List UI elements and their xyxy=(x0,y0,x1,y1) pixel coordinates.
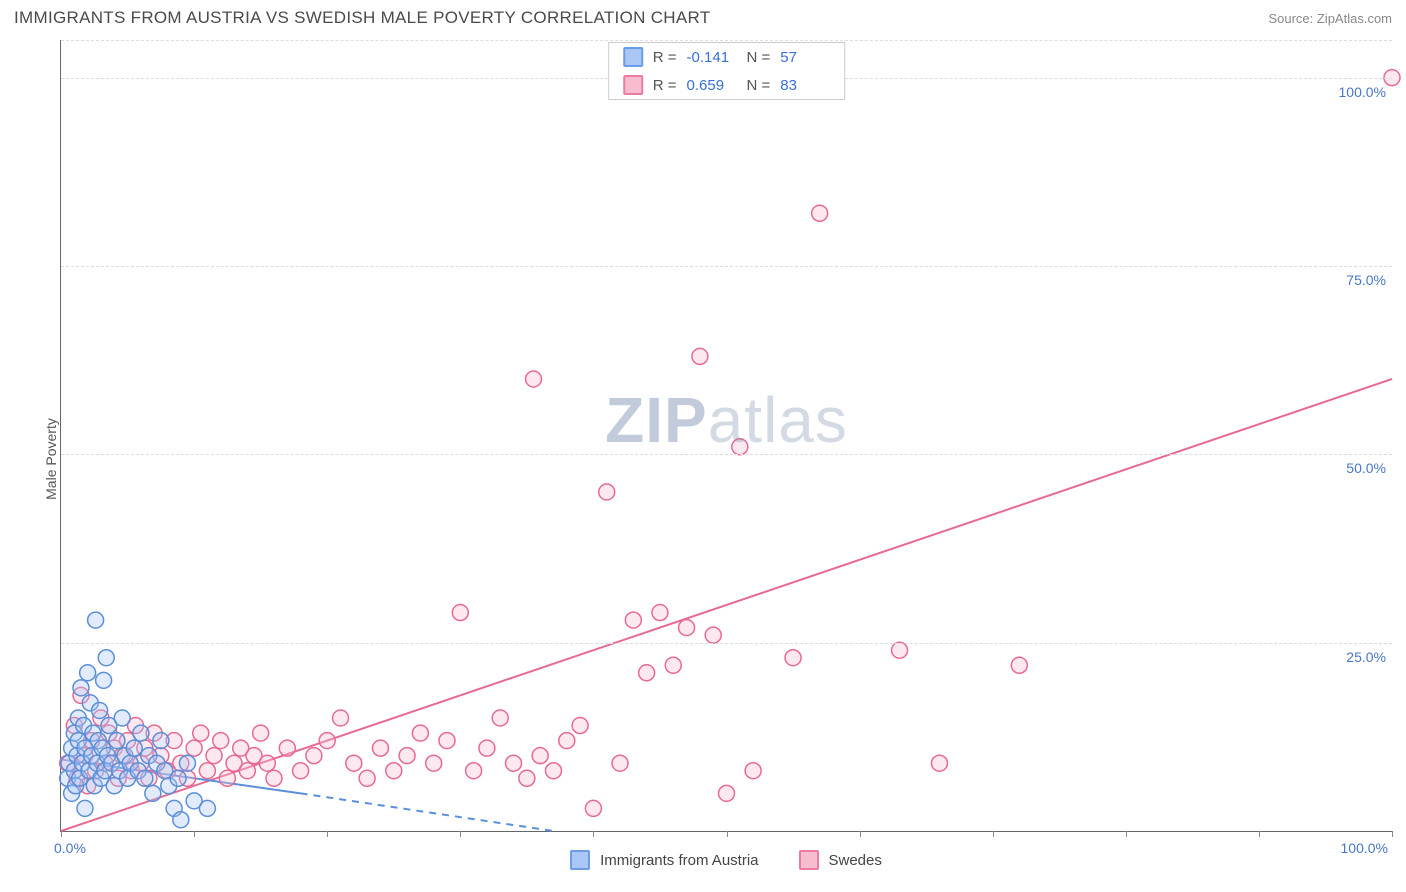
source-label: Source: ZipAtlas.com xyxy=(1268,11,1392,26)
plot-area: ZIPatlas R = -0.141 N = 57 R = 0.659 N =… xyxy=(60,40,1392,832)
swatch-austria-icon xyxy=(570,850,590,870)
legend-row-austria: R = -0.141 N = 57 xyxy=(609,43,845,71)
swatch-swedes-icon xyxy=(799,850,819,870)
legend-item-austria: Immigrants from Austria xyxy=(570,850,758,870)
legend-item-swedes: Swedes xyxy=(799,850,882,870)
plot-svg xyxy=(61,40,1392,831)
swatch-swedes-icon xyxy=(623,75,643,95)
chart-container: Male Poverty ZIPatlas R = -0.141 N = 57 … xyxy=(14,40,1392,878)
legend-label: Immigrants from Austria xyxy=(600,852,758,869)
legend-row-swedes: R = 0.659 N = 83 xyxy=(609,71,845,99)
y-tick-label: 50.0% xyxy=(1346,460,1386,476)
y-tick-label: 75.0% xyxy=(1346,272,1386,288)
legend-label: Swedes xyxy=(829,852,882,869)
chart-title: IMMIGRANTS FROM AUSTRIA VS SWEDISH MALE … xyxy=(14,8,710,28)
y-tick-label: 25.0% xyxy=(1346,649,1386,665)
series-legend: Immigrants from Austria Swedes xyxy=(60,842,1392,878)
y-axis-label: Male Poverty xyxy=(43,418,59,500)
correlation-legend: R = -0.141 N = 57 R = 0.659 N = 83 xyxy=(608,42,846,100)
swatch-austria-icon xyxy=(623,47,643,67)
y-tick-label: 100.0% xyxy=(1339,84,1386,100)
